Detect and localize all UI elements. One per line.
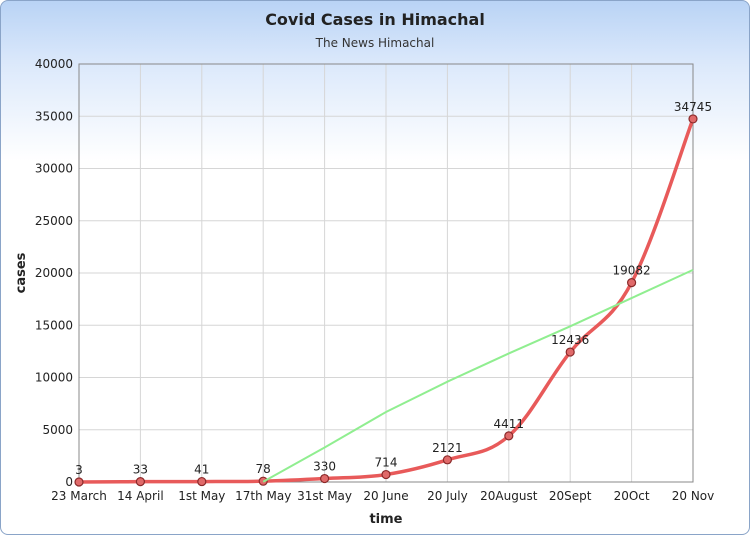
series xyxy=(74,114,698,487)
data-point xyxy=(320,473,330,484)
data-point xyxy=(442,455,452,465)
y-tick-label: 40000 xyxy=(35,57,73,71)
x-tick-label: 17th May xyxy=(235,489,291,503)
data-label: 3 xyxy=(75,463,83,477)
data-label: 41 xyxy=(194,463,209,477)
y-tick-label: 15000 xyxy=(35,318,73,332)
y-tick-label: 20000 xyxy=(35,266,73,280)
grid xyxy=(78,63,694,483)
y-axis-label: cases xyxy=(14,252,29,293)
x-tick-label: 14 April xyxy=(117,489,164,503)
y-tick-label: 0 xyxy=(65,475,73,489)
x-tick-label: 20Sept xyxy=(549,489,592,503)
x-tick-label: 20 June xyxy=(363,489,408,503)
trend-line xyxy=(262,268,694,483)
chart-subtitle: The News Himachal xyxy=(315,36,435,50)
data-label: 78 xyxy=(256,462,271,476)
x-tick-label: 1st May xyxy=(178,489,225,503)
x-axis-label: time xyxy=(369,512,402,527)
data-label: 714 xyxy=(375,456,398,470)
y-axis-ticks: 0 5000 10000 15000 20000 25000 30000 35000 40000 xyxy=(35,57,73,489)
data-label: 19082 xyxy=(613,264,651,278)
y-tick-label: 30000 xyxy=(35,162,73,176)
data-point xyxy=(135,477,145,487)
data-label: 2121 xyxy=(432,441,463,455)
x-axis-ticks: 23 March 14 April 1st May 17th May 31st May 2… xyxy=(51,489,714,503)
plot-border xyxy=(78,63,694,483)
y-tick-label: 25000 xyxy=(35,214,73,228)
data-label: 12436 xyxy=(551,333,589,347)
data-point xyxy=(565,347,575,357)
data-point xyxy=(504,431,514,441)
x-tick-label: 31st May xyxy=(297,489,352,503)
y-tick-label: 35000 xyxy=(35,109,73,123)
data-label: 33 xyxy=(133,463,148,477)
x-tick-label: 20 July xyxy=(427,489,468,503)
data-label: 34745 xyxy=(674,100,712,114)
data-point xyxy=(381,469,391,480)
x-tick-label: 20 Nov xyxy=(672,489,715,503)
data-point xyxy=(688,114,698,124)
y-tick-label: 10000 xyxy=(35,371,73,385)
x-tick-label: 23 March xyxy=(51,489,107,503)
data-point xyxy=(626,277,637,288)
data-point xyxy=(74,477,84,487)
data-point xyxy=(197,476,207,487)
x-tick-label: 20August xyxy=(480,489,538,503)
chart-title: Covid Cases in Himachal xyxy=(265,10,485,29)
data-label: 4411 xyxy=(494,417,525,431)
data-label: 330 xyxy=(313,460,336,474)
x-tick-label: 20Oct xyxy=(614,489,650,503)
y-tick-label: 5000 xyxy=(42,423,73,437)
